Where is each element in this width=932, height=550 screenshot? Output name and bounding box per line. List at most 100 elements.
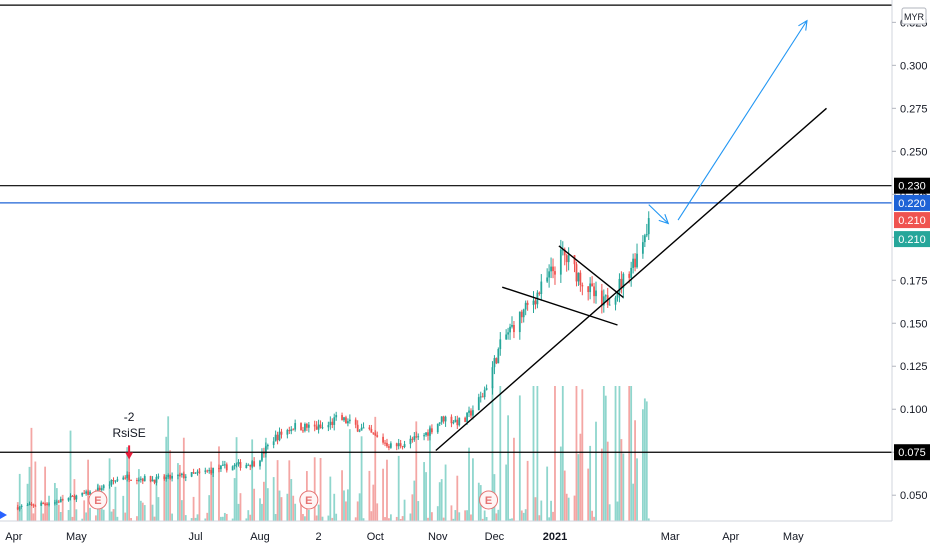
candle-body bbox=[48, 503, 50, 505]
volume-bar bbox=[141, 502, 144, 521]
candle-body bbox=[507, 332, 509, 335]
candle-body bbox=[593, 286, 595, 297]
candle-body bbox=[456, 419, 459, 426]
volume-bar bbox=[554, 386, 556, 521]
candle-body bbox=[591, 283, 593, 287]
candle-body bbox=[20, 505, 23, 507]
projection-arrow[interactable] bbox=[677, 20, 808, 221]
candle-body bbox=[548, 271, 551, 278]
volume-bar bbox=[505, 464, 508, 521]
candle-body bbox=[495, 358, 498, 364]
volume-bar bbox=[317, 504, 320, 521]
volume-bar bbox=[122, 495, 125, 521]
candle-body bbox=[212, 467, 215, 474]
volume-bar bbox=[606, 441, 609, 521]
candle-body bbox=[98, 487, 101, 491]
candle-body bbox=[184, 476, 187, 478]
volume-bar bbox=[321, 516, 324, 521]
volume-bar bbox=[272, 477, 275, 521]
volume-bar bbox=[249, 514, 252, 521]
candle-body bbox=[233, 464, 236, 467]
candle-body bbox=[247, 464, 250, 466]
volume-bar bbox=[263, 481, 265, 521]
volume-bar bbox=[614, 386, 617, 521]
volume-bar bbox=[563, 470, 566, 521]
volume-bar bbox=[130, 517, 132, 521]
projection-arrow[interactable] bbox=[648, 204, 669, 224]
drawings bbox=[0, 4, 892, 453]
candle-body bbox=[81, 492, 84, 496]
candle-body bbox=[579, 272, 582, 286]
candle-body bbox=[397, 443, 400, 447]
candle-body bbox=[431, 428, 433, 433]
volume-bar bbox=[559, 446, 562, 521]
candle-body bbox=[384, 442, 386, 444]
volume-bar bbox=[483, 510, 486, 521]
earnings-icon[interactable] bbox=[88, 490, 108, 510]
earnings-icon[interactable] bbox=[479, 490, 499, 510]
volume-bar bbox=[182, 437, 185, 521]
volume-bar bbox=[34, 461, 37, 521]
volume-bar bbox=[231, 518, 234, 521]
candle-body bbox=[452, 422, 455, 424]
volume-bar bbox=[600, 448, 603, 521]
candle-body bbox=[388, 446, 390, 448]
candle-body bbox=[112, 480, 115, 482]
volume-bar bbox=[384, 517, 386, 521]
x-tick-label: Mar bbox=[661, 531, 680, 543]
volume-bar bbox=[110, 511, 113, 521]
x-tick-label: 2021 bbox=[543, 531, 567, 543]
volume-bar bbox=[167, 416, 170, 521]
volume-bar bbox=[643, 398, 646, 521]
trendline[interactable] bbox=[502, 286, 618, 326]
volume-bar bbox=[518, 395, 521, 521]
candle-body bbox=[534, 300, 537, 305]
volume-bar bbox=[591, 510, 593, 521]
volume-bar bbox=[302, 513, 304, 521]
candle-body bbox=[348, 419, 351, 422]
candle-body bbox=[436, 423, 439, 433]
x-tick-label: Apr bbox=[722, 531, 739, 543]
candle-body bbox=[266, 444, 269, 447]
candle-body bbox=[141, 478, 144, 482]
candle-body bbox=[497, 349, 500, 364]
candle-body bbox=[165, 477, 168, 480]
volume-bar bbox=[386, 459, 388, 521]
candle-body bbox=[196, 471, 199, 473]
volume-bar bbox=[48, 495, 50, 521]
earnings-icon[interactable] bbox=[299, 490, 319, 510]
candle-body bbox=[220, 465, 222, 470]
candle-body bbox=[171, 475, 173, 479]
trendline[interactable] bbox=[558, 245, 624, 299]
candle-body bbox=[218, 467, 220, 470]
candle-body bbox=[354, 419, 357, 425]
candle-body bbox=[540, 281, 543, 294]
candle-body bbox=[513, 325, 515, 333]
volume-bar bbox=[136, 516, 138, 521]
candle-body bbox=[550, 266, 552, 272]
volume-bar bbox=[341, 470, 343, 521]
trendline[interactable] bbox=[435, 107, 827, 452]
volume-bar bbox=[604, 395, 607, 521]
volume-bar bbox=[374, 416, 377, 521]
volume-bar bbox=[139, 500, 142, 521]
candle-body bbox=[42, 502, 45, 504]
candle-body bbox=[458, 417, 461, 426]
candle-body bbox=[464, 417, 467, 422]
volume-bar bbox=[155, 477, 158, 521]
volume-bar bbox=[372, 484, 375, 521]
candle-body bbox=[261, 451, 263, 461]
candle-body bbox=[276, 434, 279, 441]
candle-body bbox=[362, 427, 365, 429]
volume-bar bbox=[616, 501, 619, 521]
candle-body bbox=[18, 506, 21, 510]
volume-bar bbox=[526, 460, 529, 521]
volume-bar bbox=[388, 518, 390, 521]
candle-body bbox=[259, 460, 261, 467]
y-tick-label: 0.150 bbox=[900, 318, 928, 330]
candle-body bbox=[343, 417, 345, 421]
candle-body bbox=[114, 480, 117, 482]
volume-bar bbox=[347, 489, 349, 521]
